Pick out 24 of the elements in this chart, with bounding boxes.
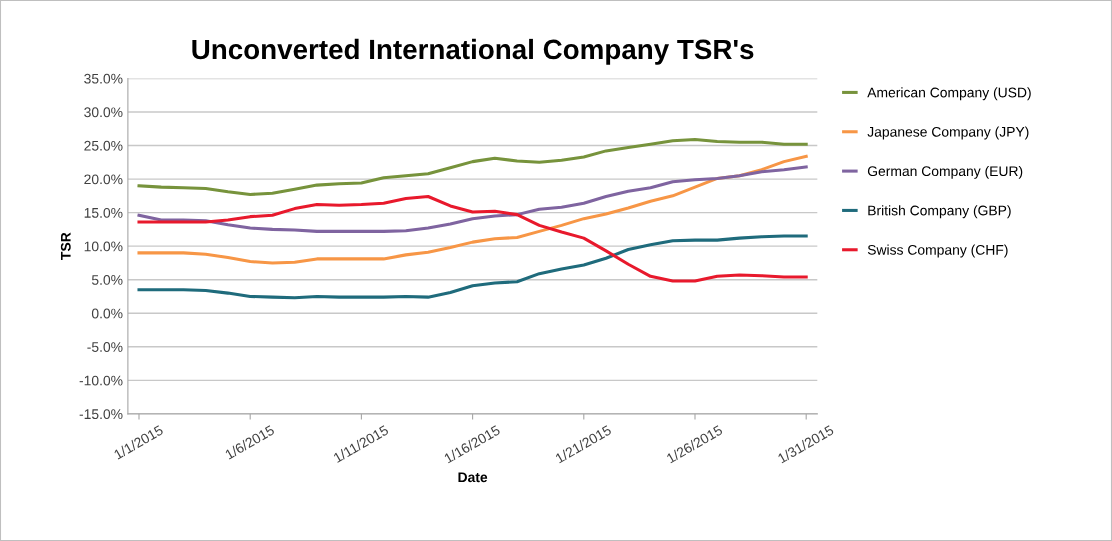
y-tick-label: 25.0% bbox=[84, 140, 123, 151]
chart-title: Unconverted International Company TSR's bbox=[192, 38, 754, 65]
legend-label: American Company (USD) bbox=[867, 87, 1031, 101]
line-series bbox=[137, 234, 808, 300]
line-series bbox=[137, 154, 808, 265]
y-tick-label: 30.0% bbox=[84, 107, 123, 118]
y-tick-label: -10.0% bbox=[79, 375, 123, 386]
line-series bbox=[137, 194, 808, 283]
y-tick-label: 5.0% bbox=[91, 275, 123, 285]
line-series bbox=[137, 137, 808, 197]
y-tick-label: 20.0% bbox=[84, 174, 123, 185]
y-tick-label: 35.0% bbox=[84, 73, 123, 84]
legend-label: Japanese Company (JPY) bbox=[867, 126, 1029, 140]
y-tick-label: -15.0% bbox=[79, 409, 123, 420]
y-tick-label: -5.0% bbox=[87, 342, 123, 352]
y-axis-title: TSR bbox=[60, 232, 71, 260]
y-tick-label: 15.0% bbox=[84, 207, 123, 218]
legend-label: Swiss Company (CHF) bbox=[867, 244, 1008, 258]
legend-label: British Company (GBP) bbox=[868, 205, 1011, 219]
x-axis-title: Date bbox=[458, 472, 488, 483]
line-series bbox=[137, 165, 808, 233]
y-tick-label: 10.0% bbox=[84, 241, 123, 252]
y-tick-label: 0.0% bbox=[91, 308, 123, 319]
legend-label: German Company (EUR) bbox=[867, 165, 1023, 179]
